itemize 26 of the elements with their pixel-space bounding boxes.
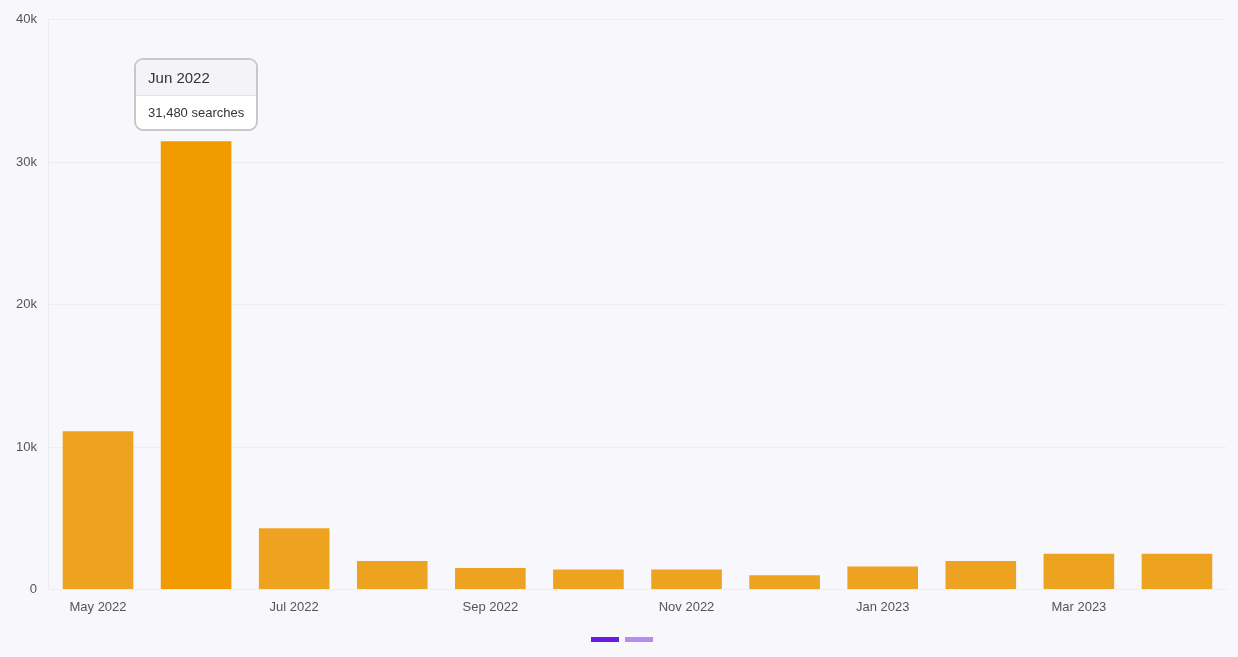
bar bbox=[1043, 553, 1115, 589]
y-tick-label: 30k bbox=[15, 153, 38, 169]
x-tick-label: Nov 2022 bbox=[658, 598, 715, 614]
y-tick-label: 40k bbox=[15, 11, 38, 27]
bar bbox=[160, 141, 232, 589]
x-tick-label: Jul 2022 bbox=[269, 598, 319, 614]
y-tick-label: 10k bbox=[15, 438, 38, 454]
annotation: 31,480 searches bbox=[147, 104, 246, 123]
annotation: Jun 2022 bbox=[136, 60, 257, 97]
x-tick-label: May 2022 bbox=[69, 598, 127, 614]
y-tick-label: 20k bbox=[15, 296, 38, 312]
bar bbox=[1141, 553, 1213, 589]
bar bbox=[356, 560, 428, 589]
bar bbox=[258, 528, 330, 589]
bar bbox=[847, 566, 919, 589]
x-tick-label: Mar 2023 bbox=[1051, 598, 1107, 614]
bar bbox=[455, 568, 526, 589]
bar bbox=[651, 569, 722, 589]
bar bbox=[945, 560, 1017, 589]
y-tick-label: 0 bbox=[29, 580, 37, 596]
x-tick-label: Sep 2022 bbox=[462, 598, 519, 614]
bar bbox=[62, 431, 134, 589]
x-tick-label: Jan 2023 bbox=[855, 598, 910, 614]
bar bbox=[749, 575, 820, 589]
tooltip: Jun 2022 31,480 searches bbox=[134, 58, 259, 132]
bar bbox=[553, 569, 624, 589]
